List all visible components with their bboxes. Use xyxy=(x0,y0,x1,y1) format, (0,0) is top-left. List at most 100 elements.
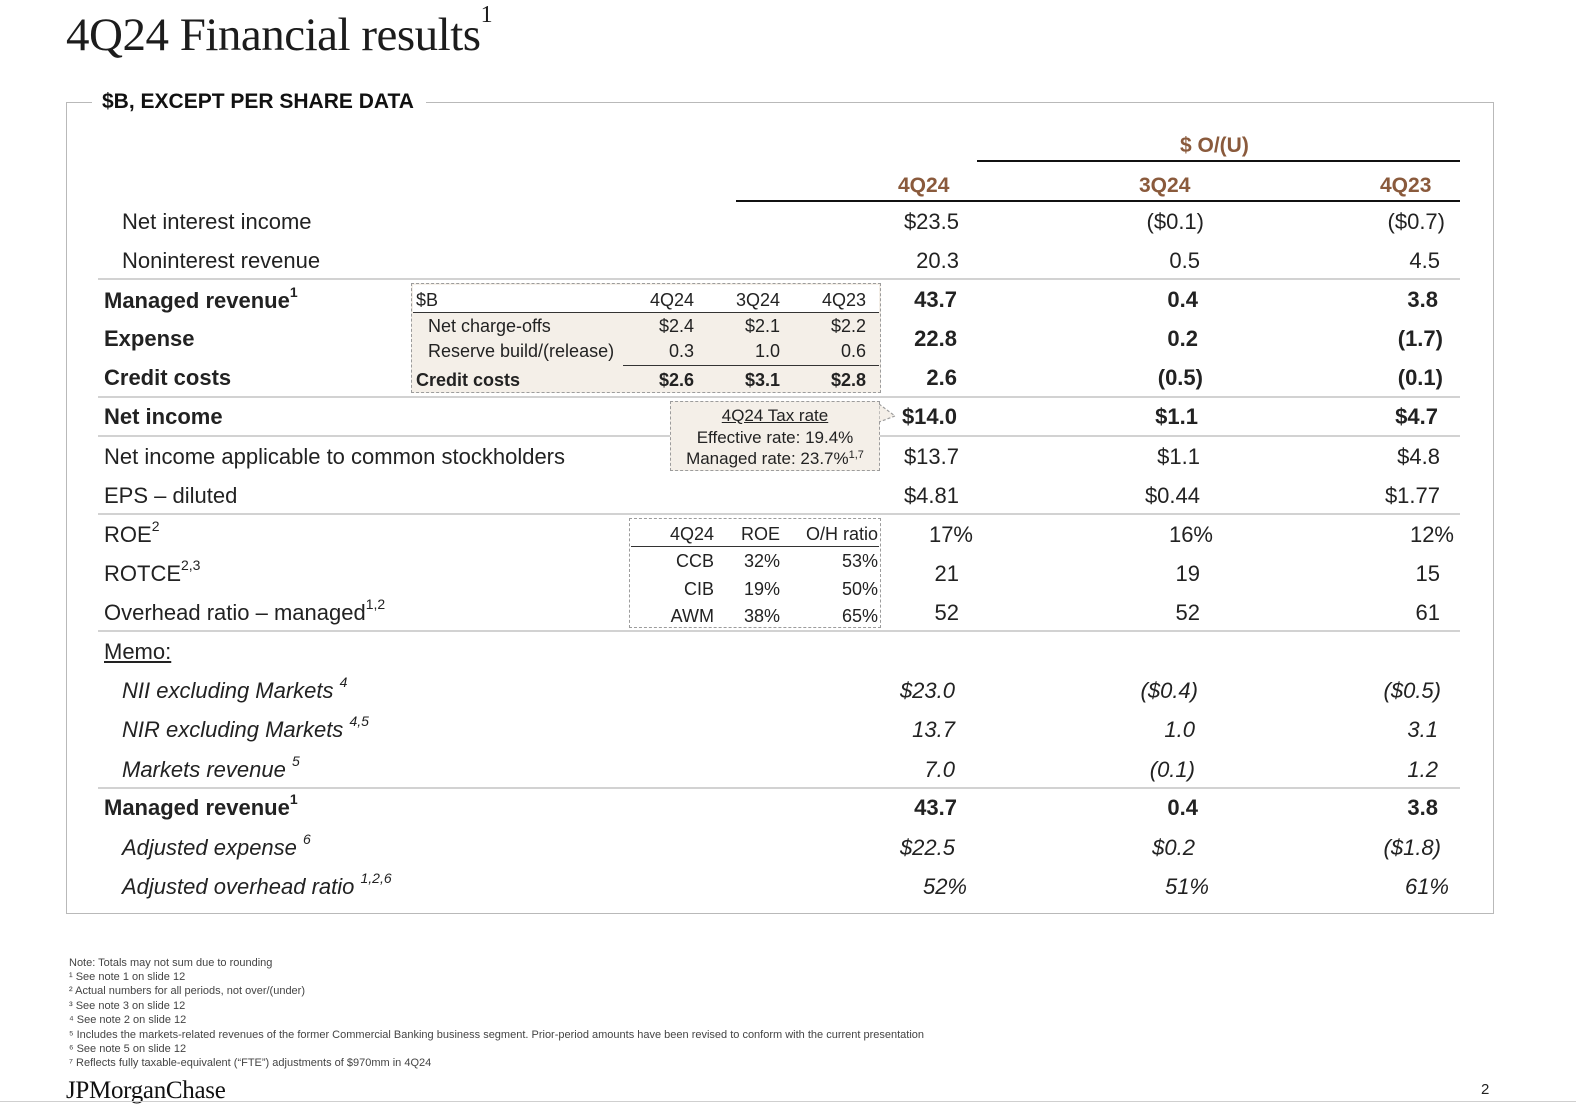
value-4q24: 17% xyxy=(928,522,973,547)
value-4q23: (1.7) xyxy=(1397,326,1443,351)
row-label: Adjusted expense 6 xyxy=(122,831,311,860)
credit-box-white-top xyxy=(413,285,879,312)
value-3q24: 0.4 xyxy=(1167,795,1198,820)
footnote: ¹ See note 1 on slide 12 xyxy=(69,971,186,983)
value-4q23: 61 xyxy=(1415,600,1440,625)
credit-box-unit: $B xyxy=(416,290,439,310)
value-3q24: $0.44 xyxy=(1144,483,1200,508)
value-4q24: $4.81 xyxy=(903,483,959,508)
row-label: Markets revenue 5 xyxy=(122,753,300,782)
value-4q23: $4.7 xyxy=(1395,404,1438,429)
value-4q23: 3.8 xyxy=(1407,795,1438,820)
credit-box-value: 1.0 xyxy=(754,341,780,361)
credit-box-col: 4Q24 xyxy=(649,290,694,310)
value-3q24: $1.1 xyxy=(1157,444,1200,469)
row-separator xyxy=(98,630,1460,632)
value-4q23: ($1.8) xyxy=(1383,835,1441,860)
roe-box-roe: 38% xyxy=(743,606,780,626)
value-4q24: $23.0 xyxy=(899,678,955,703)
value-4q24: 52% xyxy=(922,874,967,899)
value-3q24: (0.5) xyxy=(1157,365,1203,390)
value-3q24: 0.4 xyxy=(1167,287,1198,312)
value-4q24: $22.5 xyxy=(899,835,955,860)
value-4q23: 3.8 xyxy=(1407,287,1438,312)
footnote: ⁶ See note 5 on slide 12 xyxy=(69,1043,187,1055)
value-4q24: $14.0 xyxy=(901,404,957,429)
tax-rate-managed: Managed rate: 23.7%1,7 xyxy=(686,449,864,468)
tax-rate-callout xyxy=(670,401,880,471)
row-label: Net income applicable to common stockhol… xyxy=(104,444,566,469)
value-4q24: $23.5 xyxy=(903,209,959,234)
value-4q23: $4.8 xyxy=(1397,444,1440,469)
value-4q24: $13.7 xyxy=(903,444,959,469)
header-col-4q23: 4Q23 xyxy=(1380,174,1432,197)
roe-box-segment: CIB xyxy=(683,579,714,599)
credit-box-value: $3.1 xyxy=(744,370,780,390)
value-3q24: (0.1) xyxy=(1149,757,1195,782)
credit-box-value: 0.3 xyxy=(668,341,694,361)
value-4q24: 21 xyxy=(934,561,959,586)
row-label: Credit costs xyxy=(104,365,232,390)
credit-box-row-label: Credit costs xyxy=(416,370,521,390)
value-3q24: 16% xyxy=(1168,522,1213,547)
value-4q23: 15 xyxy=(1415,561,1440,586)
value-4q23: $1.77 xyxy=(1384,483,1440,508)
table-frame xyxy=(66,102,1494,914)
value-3q24: ($0.1) xyxy=(1146,209,1204,234)
header-ou-rule xyxy=(977,160,1460,162)
row-label: ROE2 xyxy=(104,518,160,547)
credit-box-total-rule xyxy=(623,365,879,366)
credit-box-value: $2.2 xyxy=(830,316,866,336)
value-4q23: 61% xyxy=(1404,874,1449,899)
footnote: ² Actual numbers for all periods, not ov… xyxy=(69,985,306,997)
value-4q24: 2.6 xyxy=(926,365,957,390)
page-title: 4Q24 Financial results1 xyxy=(66,2,493,61)
tax-rate-effective: Effective rate: 19.4% xyxy=(696,428,854,447)
page-number: 2 xyxy=(1481,1081,1490,1098)
value-3q24: 52 xyxy=(1175,600,1200,625)
value-3q24: 1.0 xyxy=(1164,717,1195,742)
value-4q24: 43.7 xyxy=(914,287,957,312)
row-separator xyxy=(98,787,1460,789)
header-over-under: $ O/(U) xyxy=(1180,134,1249,157)
footnote: ³ See note 3 on slide 12 xyxy=(69,1000,186,1012)
row-separator xyxy=(98,513,1460,515)
value-4q24: 52 xyxy=(934,600,959,625)
credit-box-header-rule xyxy=(413,312,879,313)
value-4q24: 43.7 xyxy=(914,795,957,820)
credit-box-row-label: Net charge-offs xyxy=(428,316,551,336)
value-3q24: 51% xyxy=(1164,874,1209,899)
row-label: Adjusted overhead ratio 1,2,6 xyxy=(122,870,392,899)
footnote: ⁵ Includes the markets-related revenues … xyxy=(69,1029,925,1041)
header-col-4q24: 4Q24 xyxy=(898,174,950,197)
credit-box-value: $2.6 xyxy=(658,370,694,390)
value-4q23: 3.1 xyxy=(1407,717,1438,742)
roe-box-col: ROE xyxy=(740,524,780,544)
credit-box-value: 0.6 xyxy=(840,341,866,361)
row-label: Net income xyxy=(104,404,223,429)
roe-box-oh: 53% xyxy=(841,551,878,571)
row-label: Managed revenue1 xyxy=(104,284,298,313)
row-label: NII excluding Markets 4 xyxy=(122,674,348,703)
value-4q24: 22.8 xyxy=(914,326,957,351)
row-label: Overhead ratio – managed1,2 xyxy=(104,596,386,625)
row-separator xyxy=(98,396,1460,398)
roe-box-col: O/H ratio xyxy=(805,524,878,544)
header-col-3q24: 3Q24 xyxy=(1139,174,1191,197)
value-4q24: 20.3 xyxy=(916,248,959,273)
footnote: Note: Totals may not sum due to rounding xyxy=(69,957,273,969)
value-4q23: 4.5 xyxy=(1409,248,1440,273)
roe-box-oh: 65% xyxy=(841,606,878,626)
callout-pointer xyxy=(879,404,897,423)
company-logo: JPMorganChase xyxy=(66,1077,226,1104)
roe-box-segment: AWM xyxy=(670,606,714,626)
credit-box-col: 4Q23 xyxy=(821,290,866,310)
value-4q23: 1.2 xyxy=(1407,757,1438,782)
row-label: ROTCE2,3 xyxy=(104,557,201,586)
value-4q23: (0.1) xyxy=(1397,365,1443,390)
credit-box-row-label: Reserve build/(release) xyxy=(428,341,615,361)
row-separator xyxy=(98,278,1460,280)
credit-box-value: $2.8 xyxy=(830,370,866,390)
value-3q24: $1.1 xyxy=(1155,404,1198,429)
header-rule xyxy=(736,200,1460,202)
